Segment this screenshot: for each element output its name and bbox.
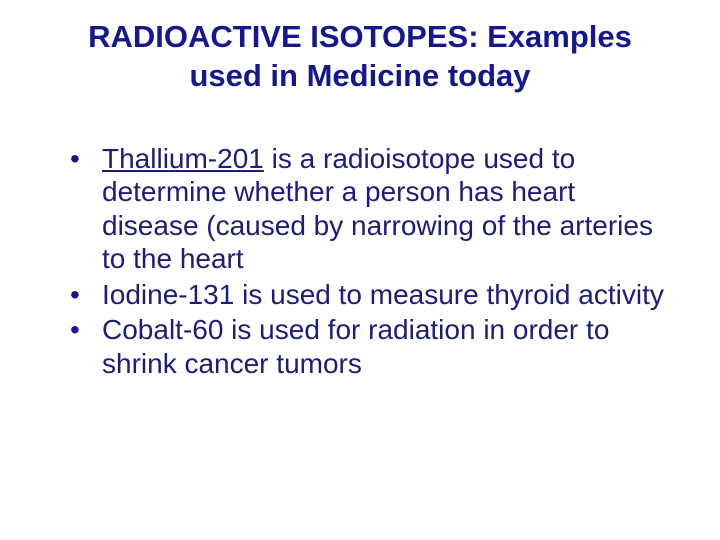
- isotope-term: Iodine-131: [102, 279, 234, 310]
- slide-title: RADIOACTIVE ISOTOPES: Examples used in M…: [50, 18, 670, 96]
- isotope-desc: is used to measure thyroid activity: [234, 279, 664, 310]
- list-item: Cobalt-60 is used for radiation in order…: [70, 313, 670, 380]
- isotope-term: Cobalt-60: [102, 314, 223, 345]
- isotope-term: Thallium-201: [102, 143, 264, 174]
- list-item: Iodine-131 is used to measure thyroid ac…: [70, 278, 670, 312]
- bullet-list: Thallium-201 is a radioisotope used to d…: [50, 142, 670, 381]
- title-line-1: RADIOACTIVE ISOTOPES: Examples: [88, 19, 632, 54]
- slide: RADIOACTIVE ISOTOPES: Examples used in M…: [0, 0, 720, 540]
- title-line-2: used in Medicine today: [189, 58, 530, 93]
- list-item: Thallium-201 is a radioisotope used to d…: [70, 142, 670, 276]
